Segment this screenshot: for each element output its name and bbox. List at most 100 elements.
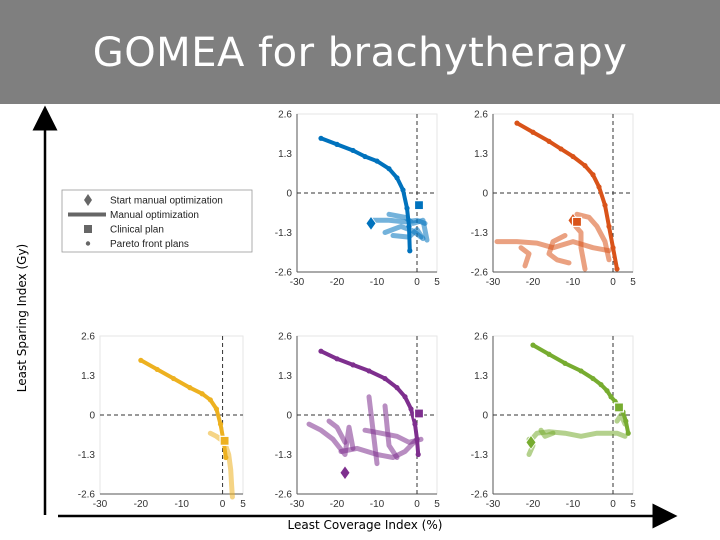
y-tick-label: -1.3 (275, 450, 293, 461)
manual-optimization-path (362, 427, 424, 445)
pareto-front-point (530, 129, 536, 135)
pareto-front-point (596, 184, 602, 190)
legend-square-marker (84, 225, 92, 233)
y-tick-label: 2.6 (474, 332, 488, 343)
legend-label: Manual optimization (110, 210, 199, 221)
pareto-front-point (334, 356, 340, 362)
pareto-front-point (562, 360, 568, 366)
y-tick-label: 0 (89, 411, 95, 422)
manual-optimization-path (546, 233, 572, 266)
pareto-front-point (386, 166, 392, 172)
pareto-front-point (412, 421, 418, 427)
pareto-front-point (402, 394, 408, 400)
y-tick-label: -2.6 (78, 490, 96, 501)
manual-optimization-path (306, 421, 356, 457)
x-tick-label: 5 (434, 499, 440, 510)
panel-top-left: 2.6 1.3 0 -1.3 -2.6-30 -20 -10 0 5 (275, 110, 440, 289)
pareto-front-point (334, 141, 340, 147)
y-tick-label: 1.3 (278, 371, 292, 382)
x-tick-label: -30 (290, 277, 305, 288)
pareto-front-point (608, 394, 614, 400)
y-tick-label: 0 (286, 411, 292, 422)
clinical-plan-marker (571, 216, 583, 227)
x-tick-label: 0 (414, 499, 420, 510)
y-tick-label: -1.3 (78, 450, 96, 461)
y-tick-label: 1.3 (474, 149, 488, 160)
y-tick-label: 2.6 (278, 332, 292, 343)
pareto-front-point (414, 436, 420, 442)
pareto-front-point (138, 357, 144, 363)
x-tick-label: -10 (370, 277, 385, 288)
x-tick-label: 5 (630, 499, 636, 510)
x-tick-label: -20 (330, 277, 345, 288)
y-tick-label: 2.6 (474, 110, 488, 121)
pareto-front-point (415, 451, 421, 458)
x-tick-label: -30 (93, 499, 108, 510)
pareto-front-point (623, 418, 629, 424)
panel-top-right: 2.6 1.3 0 -1.3 -2.6-30 -20 -10 0 5 (471, 110, 636, 289)
x-tick-label: -10 (174, 499, 189, 510)
x-tick-label: 5 (630, 277, 636, 288)
pareto-front-point (602, 202, 608, 208)
y-tick-label: -2.6 (471, 268, 489, 279)
pareto-front-point (546, 351, 552, 357)
pareto-front-point (350, 147, 356, 154)
y-tick-label: -2.6 (275, 490, 293, 501)
manual-optimization-path (538, 427, 556, 439)
manual-optimization-path (338, 436, 420, 460)
pareto-front-point (625, 430, 631, 436)
pareto-front-point (223, 454, 229, 461)
y-tick-label: 1.3 (81, 371, 95, 382)
start-manual-optimization-marker (525, 434, 537, 451)
clinical-plan-marker (413, 200, 425, 211)
x-tick-label: 5 (240, 499, 246, 510)
manual-optimization-path (382, 223, 424, 240)
y-tick-label: 2.6 (81, 332, 95, 343)
x-tick-label: -10 (370, 499, 385, 510)
pareto-front-point (407, 248, 413, 254)
x-tick-label: -20 (526, 277, 541, 288)
pareto-front-point (382, 375, 388, 382)
pareto-front-point (406, 223, 412, 230)
pareto-front-line (531, 343, 631, 436)
manual-optimization-path (386, 211, 430, 243)
y-tick-label: 0 (482, 189, 488, 200)
manual-optimization-path (526, 429, 628, 445)
y-tick-label: 0 (482, 411, 488, 422)
pareto-front-point (199, 391, 205, 397)
pareto-front-point (530, 342, 536, 348)
legend-dot-marker (85, 241, 91, 246)
pareto-front-point (578, 368, 584, 374)
clinical-plan-marker (219, 435, 230, 446)
legend: Start manual optimization Manual optimiza… (61, 189, 253, 253)
pareto-front-point (187, 385, 193, 391)
x-tick-label: 0 (610, 277, 616, 288)
x-tick-label: 0 (220, 499, 226, 510)
legend-label: Start manual optimization (110, 196, 223, 207)
start-manual-optimization-marker (365, 215, 377, 232)
clinical-plan-marker (613, 402, 625, 413)
start-manual-optimization-marker (339, 465, 351, 481)
y-tick-label: -1.3 (275, 228, 293, 239)
pareto-front-point (217, 421, 224, 427)
y-axis-label: Least Sparing Index (Gy) (15, 243, 29, 393)
pareto-front-point (362, 153, 368, 160)
manual-optimization-path (390, 227, 426, 242)
pareto-front-point (404, 205, 410, 211)
legend-diamond-marker (84, 194, 92, 206)
pareto-front-point (394, 175, 400, 181)
y-tick-label: 1.3 (474, 371, 488, 382)
chart-panels: 2.61.30-1.3-2.6-30 -20 -10 0 52.61.30-1.3-2.… (78, 110, 636, 511)
pareto-front-point (394, 385, 400, 391)
pareto-front-point (610, 245, 616, 251)
manual-optimization-path (382, 403, 400, 460)
y-tick-label: -1.3 (471, 228, 489, 239)
x-tick-label: -20 (526, 499, 541, 510)
pareto-front-point (546, 138, 552, 144)
pareto-front-point (514, 120, 520, 126)
pareto-front-point (366, 368, 372, 374)
pareto-front-point (213, 406, 220, 412)
pareto-front-point (170, 375, 177, 382)
legend-label: Pareto front plans (110, 239, 189, 250)
pareto-front-point (604, 388, 610, 394)
